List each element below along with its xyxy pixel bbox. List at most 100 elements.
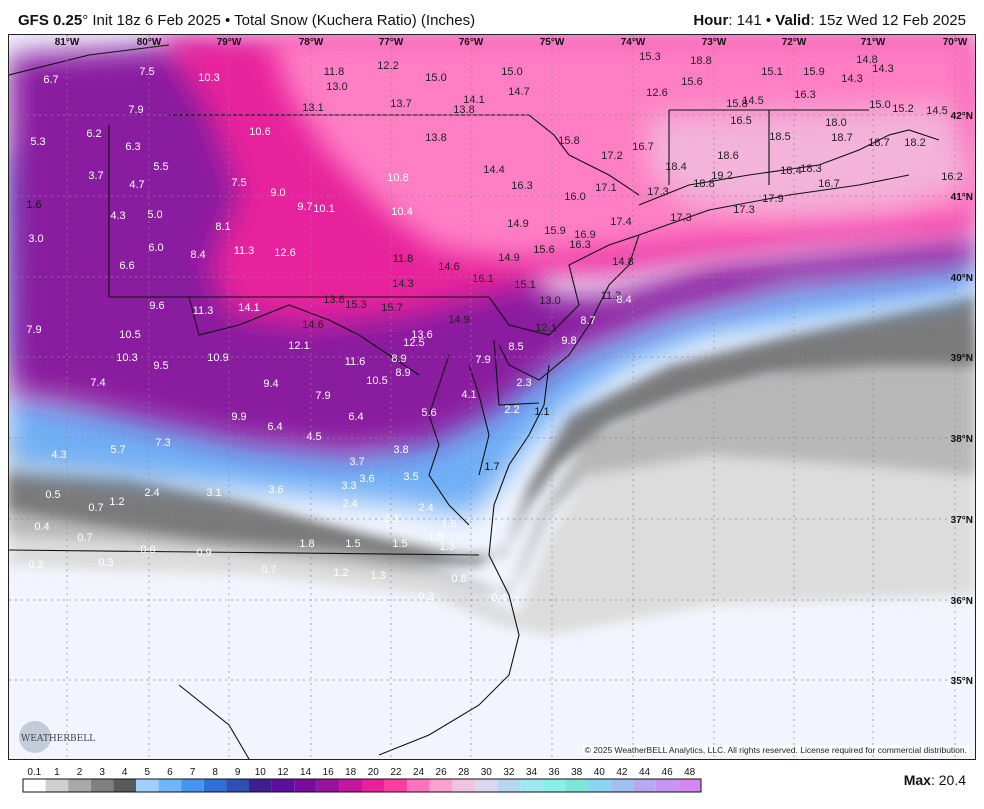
init-time: Init 18z 6 Feb 2025	[92, 12, 221, 29]
snow-value-label: 10.3	[198, 72, 219, 84]
snow-value-label: 15.8	[726, 98, 747, 110]
snow-value-label: 12.6	[646, 87, 667, 99]
lat-label: 35°N	[951, 676, 973, 687]
legend-label: 4	[122, 767, 128, 778]
snow-value-label: 9.8	[561, 335, 576, 347]
snow-value-label: 17.3	[733, 204, 754, 216]
snow-value-label: 17.9	[762, 193, 783, 205]
degree-symbol: °	[82, 12, 89, 29]
snow-value-label: 13.7	[390, 98, 411, 110]
max-label: Max	[903, 772, 931, 788]
snow-value-label: 15.0	[425, 72, 446, 84]
snow-value-label: 1.5	[392, 538, 407, 550]
snow-value-label: 15.7	[381, 302, 402, 314]
snow-value-label: 2.2	[504, 404, 519, 416]
snow-value-label: 1.5	[428, 531, 443, 543]
snow-value-label: 1.2	[333, 567, 348, 579]
legend-swatch	[45, 779, 69, 792]
lat-label: 42°N	[951, 111, 973, 122]
snow-value-label: 8.4	[190, 249, 205, 261]
legend-label: 46	[662, 767, 674, 778]
legend-label: 40	[594, 767, 606, 778]
snow-value-label: 1.5	[345, 538, 360, 550]
legend-label: 26	[436, 767, 448, 778]
legend-swatch	[610, 779, 634, 792]
snow-value-label: 15.3	[639, 51, 660, 63]
product-name: Total Snow (Kuchera Ratio) (Inches)	[234, 12, 476, 29]
valid-value: : 15z Wed 12 Feb 2025	[810, 12, 966, 29]
snow-value-label: 17.3	[670, 212, 691, 224]
legend-label: 14	[300, 767, 312, 778]
legend-swatch	[339, 779, 362, 792]
weatherbell-logo: WEATHERBELL	[13, 715, 97, 755]
snow-band-gray-dark	[9, 295, 975, 565]
snow-value-label: 11.6	[345, 356, 366, 368]
snow-value-label: 1.6	[441, 518, 456, 530]
snow-value-label: 2.4	[418, 502, 433, 514]
snow-value-label: 15.1	[761, 66, 782, 78]
snow-values: 6.7 7.5 10.3 11.8 12.2 15.0 15.0 15.3 18.8 14.8 13…	[26, 51, 962, 604]
snow-value-label: 18.8	[690, 55, 711, 67]
snow-value-label: 6.3	[125, 141, 140, 153]
snow-value-label: 1.7	[484, 461, 499, 473]
snowfall-map: 81°W 80°W 79°W 78°W 77°W 76°W 75°W 74°W 73°W 72°W…	[8, 34, 976, 760]
snow-value-label: 14.9	[507, 218, 528, 230]
snow-value-label: 9.0	[270, 187, 285, 199]
snow-value-label: 18.3	[800, 163, 821, 175]
legend-swatch	[429, 779, 453, 792]
map-canvas: 81°W 80°W 79°W 78°W 77°W 76°W 75°W 74°W 73°W 72°W…	[9, 35, 975, 759]
snow-value-label: 0.3	[418, 591, 433, 603]
snow-value-label: 5.0	[147, 209, 162, 221]
legend-swatch	[181, 779, 204, 792]
snow-value-label: 1.1	[534, 406, 549, 418]
legend-swatch	[678, 779, 701, 792]
legend-label: 20	[368, 767, 380, 778]
snow-value-label: 8.9	[391, 353, 406, 365]
lon-label: 80°W	[137, 37, 162, 48]
state-border-de	[493, 339, 540, 406]
lon-label: 74°W	[621, 37, 646, 48]
state-border-ny-pa-lake	[9, 44, 170, 76]
lat-label: 37°N	[951, 515, 973, 526]
snow-value-label: 3.3	[341, 480, 356, 492]
legend-swatch	[158, 779, 182, 792]
snow-value-label: 1.2	[109, 496, 124, 508]
snow-value-label: 17.3	[647, 186, 668, 198]
legend-swatch	[384, 779, 408, 792]
snow-value-label: 15.9	[803, 66, 824, 78]
snow-value-label: 15.0	[501, 66, 522, 78]
snow-value-label: 1.3	[370, 570, 385, 582]
legend-label: 9	[235, 767, 241, 778]
copyright-notice: © 2025 WeatherBELL Analytics, LLC. All r…	[582, 745, 969, 755]
snow-value-label: 16.5	[730, 115, 751, 127]
coast-mid-atlantic	[378, 234, 640, 756]
legend-label: 1	[54, 767, 60, 778]
lon-label: 78°W	[299, 37, 324, 48]
legend-label: 24	[413, 767, 425, 778]
snow-value-label: 9.7	[297, 201, 312, 213]
snow-value-label: 13.8	[425, 132, 446, 144]
snow-value-label: 15.8	[558, 135, 579, 147]
snow-value-label: 11.3	[601, 290, 622, 302]
legend-scale: 0.1 1 2 3 4 5 6 7 8 9 10 12 14 16 18 20 22 24 26 28 30 32 34 36…	[22, 767, 702, 793]
snow-value-label: 15.6	[533, 244, 554, 256]
snow-value-label: 12.5	[403, 337, 424, 349]
snow-value-label: 16.0	[564, 191, 585, 203]
legend-label: 0.1	[27, 767, 41, 778]
valid-label: Valid	[775, 12, 811, 29]
snow-value-label: 15.9	[544, 225, 565, 237]
snow-value-label: 2.3	[516, 377, 531, 389]
snow-value-label: 12.6	[274, 247, 295, 259]
snow-value-label: 14.8	[612, 256, 633, 268]
snow-value-label: 11.3	[234, 245, 255, 257]
snow-value-label: 16.3	[569, 239, 590, 251]
max-value-box: Max: 20.4	[904, 772, 966, 788]
model-name: GFS 0.25	[18, 12, 83, 29]
snow-value-label: 10.5	[366, 375, 387, 387]
legend-swatch	[362, 779, 385, 792]
snow-value-label: 7.4	[90, 377, 105, 389]
snow-value-label: 6.4	[267, 421, 282, 433]
snow-value-label: 17.2	[601, 150, 622, 162]
snow-value-label: 14.5	[926, 105, 947, 117]
state-border-ct-ma	[668, 109, 869, 185]
